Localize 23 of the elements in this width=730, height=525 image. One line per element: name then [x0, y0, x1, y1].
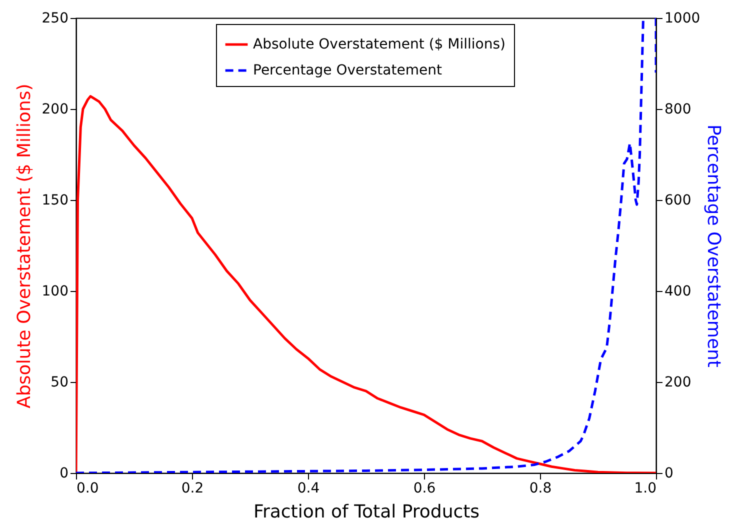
y-tick-label: 200 — [42, 102, 68, 118]
y-tick-label: 250 — [42, 10, 68, 26]
legend-label: Percentage Overstatement — [253, 62, 442, 78]
y2-tick-label: 1000 — [664, 10, 700, 26]
y-tick-label: 50 — [50, 374, 68, 390]
x-tick-label: 0.2 — [181, 480, 204, 496]
y2-tick-label: 400 — [664, 284, 692, 300]
legend-label: Absolute Overstatement ($ Millions) — [253, 36, 506, 52]
x-tick-label: 0.0 — [76, 480, 99, 496]
y2-tick-label: 800 — [664, 102, 692, 118]
y-axis-title: Absolute Overstatement ($ Millions) — [14, 84, 35, 408]
y2-tick-label: 200 — [664, 374, 692, 390]
y2-axis-title: Percentage Overstatement — [703, 124, 724, 368]
y-tick-label: 100 — [42, 284, 68, 300]
x-tick-label: 1.0 — [634, 480, 656, 496]
x-tick-label: 0.6 — [413, 480, 436, 496]
y2-tick-label: 0 — [664, 466, 674, 482]
x-tick-label: 0.8 — [529, 480, 552, 496]
x-axis-title: Fraction of Total Products — [253, 502, 480, 522]
x-tick-label: 0.4 — [297, 480, 320, 496]
y-tick-label: 0 — [60, 466, 68, 482]
y-tick-label: 150 — [42, 192, 68, 208]
y2-tick-label: 600 — [664, 192, 692, 208]
